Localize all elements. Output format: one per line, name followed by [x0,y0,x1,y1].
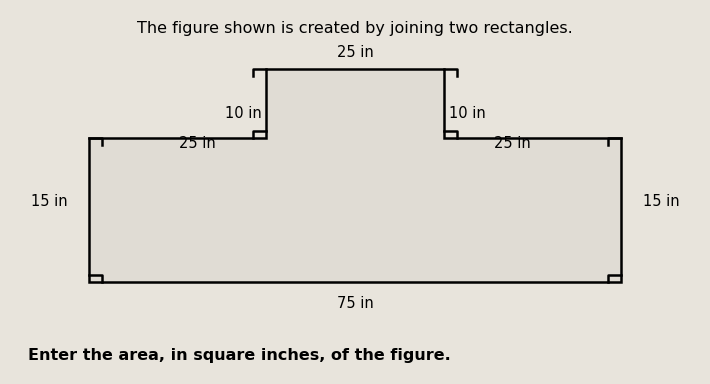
Text: 75 in: 75 in [337,296,373,311]
Text: Enter the area, in square inches, of the figure.: Enter the area, in square inches, of the… [28,348,451,363]
Text: The figure shown is created by joining two rectangles.: The figure shown is created by joining t… [137,21,573,36]
Text: 10 in: 10 in [224,106,261,121]
Text: 25 in: 25 in [494,136,531,151]
Text: 15 in: 15 in [643,194,679,209]
Text: 15 in: 15 in [31,194,67,209]
Text: 25 in: 25 in [179,136,216,151]
Text: 25 in: 25 in [337,45,373,60]
Text: 10 in: 10 in [449,106,486,121]
Polygon shape [89,69,621,282]
